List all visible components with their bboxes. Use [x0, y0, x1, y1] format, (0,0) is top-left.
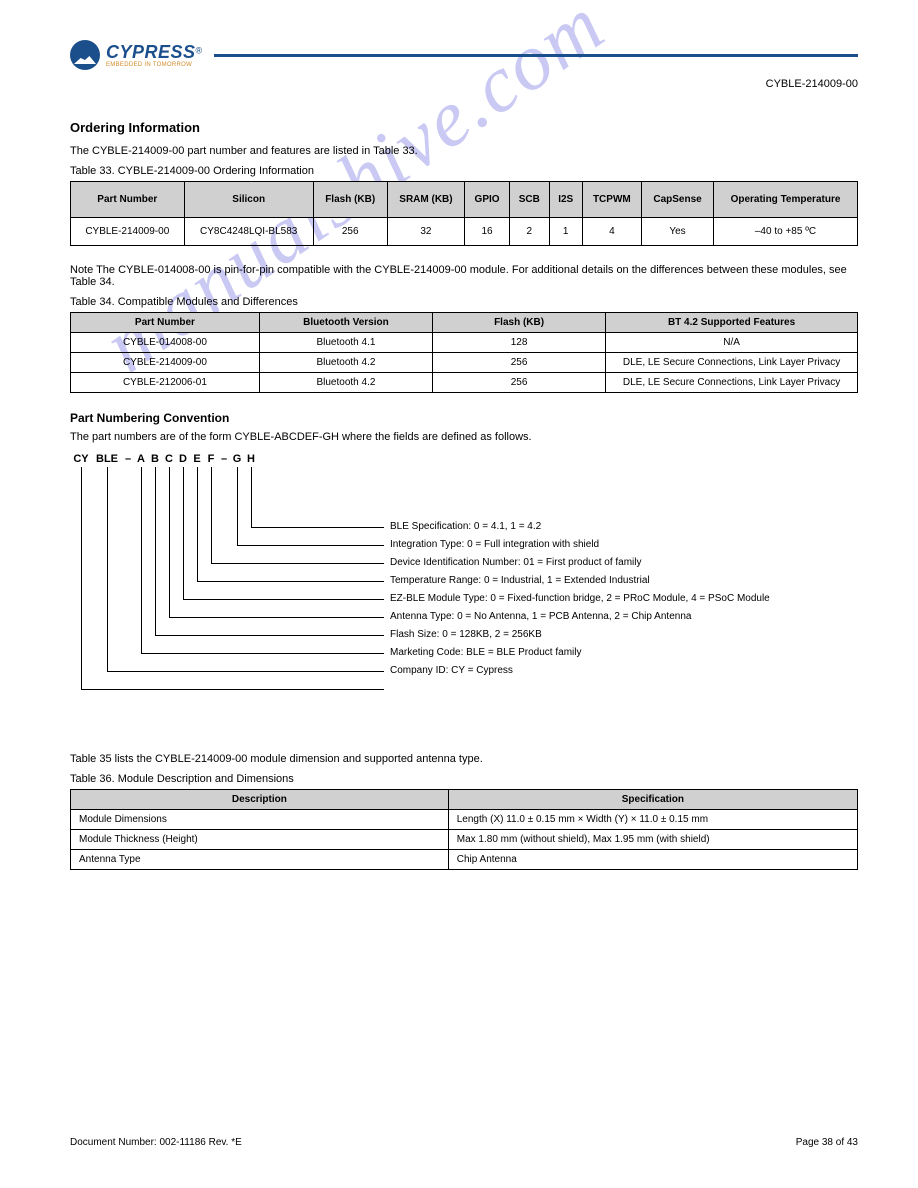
mpn-l4: EZ-BLE Module Type: 0 = Fixed-function b… — [390, 593, 770, 604]
t34-h2: Flash (KB) — [433, 313, 606, 333]
t33-h5: SCB — [509, 182, 549, 218]
table-row: CYBLE-214009-00 Bluetooth 4.2 256 DLE, L… — [71, 353, 858, 373]
table-row: Module Thickness (Height) Max 1.80 mm (w… — [71, 830, 858, 850]
mpn-l8: Company ID: CY = Cypress — [390, 665, 513, 676]
mpn-c0: CY — [70, 453, 92, 465]
t33-c4: 16 — [465, 218, 510, 246]
conventions-heading: Part Numbering Convention — [70, 411, 858, 425]
t33-c6: 1 — [549, 218, 582, 246]
conventions-text: The part numbers are of the form CYBLE-A… — [70, 431, 858, 443]
logo-icon — [70, 40, 100, 70]
logo-tagline: EMBEDDED IN TOMORROW — [106, 62, 202, 68]
ordering-heading: Ordering Information — [70, 120, 858, 135]
footer-right: Page 38 of 43 — [796, 1137, 858, 1148]
t36-caption: Table 36. Module Description and Dimensi… — [70, 773, 858, 785]
mpn-c4: C — [162, 453, 176, 465]
table-34: Part Number Bluetooth Version Flash (KB)… — [70, 312, 858, 393]
logo-name: CYPRESS — [106, 42, 196, 62]
table-33: Part Number Silicon Flash (KB) SRAM (KB)… — [70, 181, 858, 246]
table-row: CYBLE-214009-00 CY8C4248LQI-BL583 256 32… — [71, 218, 858, 246]
mpn-l6: Flash Size: 0 = 128KB, 2 = 256KB — [390, 629, 542, 640]
ordering-intro: The CYBLE-214009-00 part number and feat… — [70, 145, 858, 157]
mpn-c6: E — [190, 453, 204, 465]
t36-h1: Specification — [448, 790, 857, 810]
t33-c3: 32 — [387, 218, 465, 246]
t34-caption: Table 34. Compatible Modules and Differe… — [70, 296, 858, 308]
mpn-dash1: – — [122, 453, 134, 465]
t33-c9: –40 to +85 ºC — [713, 218, 857, 246]
mpn-l2: Device Identification Number: 01 = First… — [390, 557, 642, 568]
mpn-c8: G — [230, 453, 244, 465]
doc-title: CYBLE-214009-00 — [70, 78, 858, 90]
table-row: CYBLE-014008-00 Bluetooth 4.1 128 N/A — [71, 333, 858, 353]
t33-h8: CapSense — [642, 182, 714, 218]
t33-h6: I2S — [549, 182, 582, 218]
note-intro: Note The CYBLE-014008-00 is pin-for-pin … — [70, 264, 858, 288]
t34-h1: Bluetooth Version — [259, 313, 432, 333]
mpn-c5: D — [176, 453, 190, 465]
t33-c7: 4 — [582, 218, 641, 246]
t33-h0: Part Number — [71, 182, 185, 218]
t35-caption: Table 35 lists the CYBLE-214009-00 modul… — [70, 753, 858, 765]
header-rule — [214, 54, 858, 57]
mpn-l5: Antenna Type: 0 = No Antenna, 1 = PCB An… — [390, 611, 691, 622]
t33-c2: 256 — [313, 218, 387, 246]
mpn-l3: Temperature Range: 0 = Industrial, 1 = E… — [390, 575, 650, 586]
table-row: CYBLE-212006-01 Bluetooth 4.2 256 DLE, L… — [71, 373, 858, 393]
t33-h9: Operating Temperature — [713, 182, 857, 218]
cypress-logo: CYPRESS® EMBEDDED IN TOMORROW — [70, 40, 202, 70]
mpn-c2: A — [134, 453, 148, 465]
t33-c1: CY8C4248LQI-BL583 — [184, 218, 313, 246]
mpn-dash2: – — [218, 453, 230, 465]
mpn-c7: F — [204, 453, 218, 465]
table-row: Module Dimensions Length (X) 11.0 ± 0.15… — [71, 810, 858, 830]
t36-h0: Description — [71, 790, 449, 810]
t33-h7: TCPWM — [582, 182, 641, 218]
page-footer: Document Number: 002-11186 Rev. *E Page … — [70, 1137, 858, 1148]
t33-c0: CYBLE-214009-00 — [71, 218, 185, 246]
t33-c5: 2 — [509, 218, 549, 246]
logo-registered: ® — [196, 45, 203, 55]
mpn-l0: BLE Specification: 0 = 4.1, 1 = 4.2 — [390, 521, 541, 532]
page-header: CYPRESS® EMBEDDED IN TOMORROW — [70, 40, 858, 70]
mpn-c9: H — [244, 453, 258, 465]
mpn-l7: Marketing Code: BLE = BLE Product family — [390, 647, 581, 658]
mpn-c1: BLE — [92, 453, 122, 465]
t33-caption: Table 33. CYBLE-214009-00 Ordering Infor… — [70, 165, 858, 177]
t33-c8: Yes — [642, 218, 714, 246]
table-row: Antenna Type Chip Antenna — [71, 850, 858, 870]
mpn-l1: Integration Type: 0 = Full integration w… — [390, 539, 599, 550]
t33-h3: SRAM (KB) — [387, 182, 465, 218]
t34-h3: BT 4.2 Supported Features — [606, 313, 858, 333]
table-36: Description Specification Module Dimensi… — [70, 789, 858, 870]
mpn-c3: B — [148, 453, 162, 465]
t33-h4: GPIO — [465, 182, 510, 218]
footer-left: Document Number: 002-11186 Rev. *E — [70, 1137, 242, 1148]
mpn-diagram: CY BLE – A B C D E F – G H — [70, 453, 850, 733]
t34-h0: Part Number — [71, 313, 260, 333]
t33-h2: Flash (KB) — [313, 182, 387, 218]
t33-h1: Silicon — [184, 182, 313, 218]
